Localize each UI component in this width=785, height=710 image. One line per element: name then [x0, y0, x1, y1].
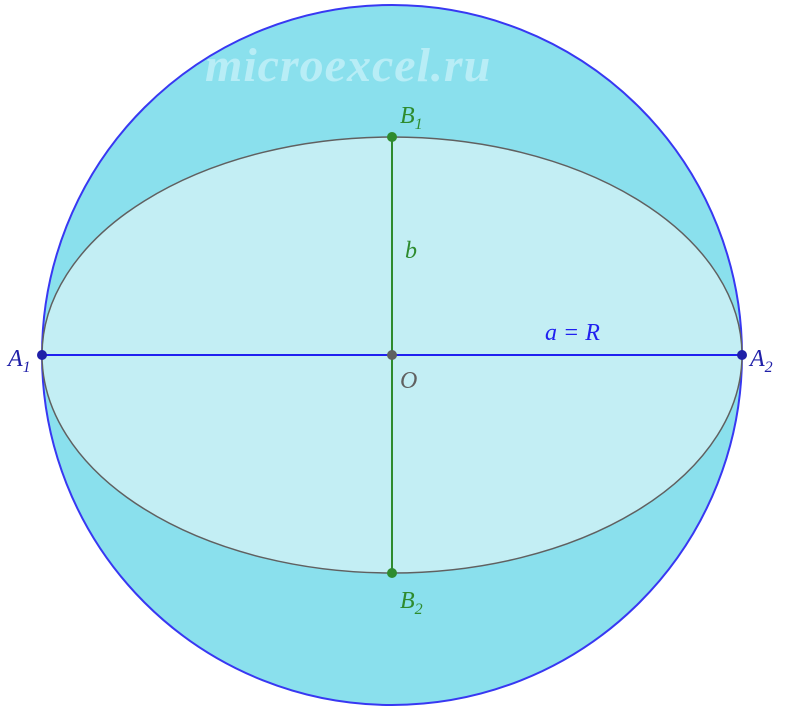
label-B2-sub: 2: [415, 601, 423, 618]
point-O: [387, 350, 397, 360]
label-A1-text: A: [8, 346, 23, 372]
label-A2: A2: [750, 346, 773, 377]
label-O: O: [400, 368, 417, 395]
sphere-ellipse-diagram: [0, 0, 785, 710]
label-B2: B2: [400, 588, 423, 619]
label-A2-text: A: [750, 346, 765, 372]
point-B2: [387, 568, 397, 578]
label-A1-sub: 1: [23, 359, 31, 376]
label-B1-text: B: [400, 103, 415, 129]
label-B1: B1: [400, 103, 423, 134]
label-aR: a = R: [545, 320, 600, 347]
point-A2: [737, 350, 747, 360]
label-B1-sub: 1: [415, 116, 423, 133]
label-A2-sub: 2: [765, 359, 773, 376]
label-A1: A1: [8, 346, 31, 377]
label-b: b: [405, 238, 417, 265]
label-aR-text: a = R: [545, 320, 600, 346]
label-b-text: b: [405, 238, 417, 264]
label-O-text: O: [400, 368, 417, 394]
point-B1: [387, 132, 397, 142]
label-B2-text: B: [400, 588, 415, 614]
point-A1: [37, 350, 47, 360]
watermark-text: microexcel.ru: [205, 38, 491, 93]
